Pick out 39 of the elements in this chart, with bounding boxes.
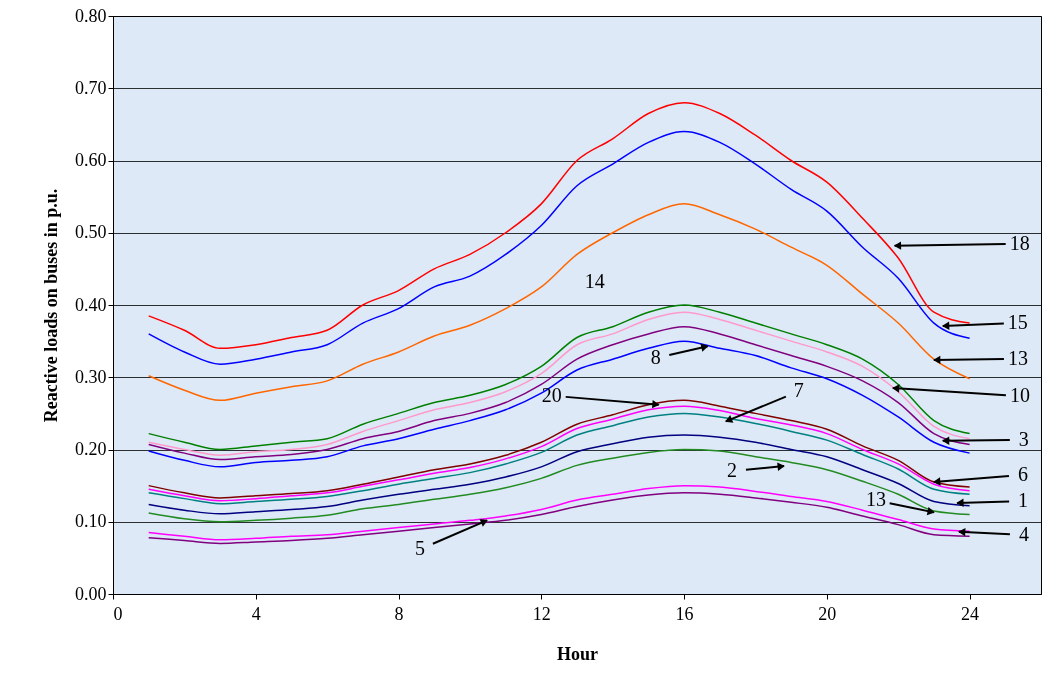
annotation: 13 (1007, 346, 1028, 369)
y-tick-label: 0.10 (75, 511, 107, 532)
line-series (147, 101, 971, 350)
annotation: 13 (865, 488, 886, 511)
y-tick-label: 0.70 (75, 77, 107, 98)
y-tick-label: 0.20 (75, 439, 107, 459)
x-tick-label: 16 (675, 603, 694, 624)
x-tick-label: 20 (818, 603, 837, 624)
line-series (147, 484, 971, 541)
line-series (147, 434, 971, 515)
annotation: 18 (1009, 231, 1030, 254)
line-series (147, 130, 971, 365)
line-series (147, 448, 971, 523)
x-tick-label: 4 (251, 603, 261, 624)
line-series (147, 203, 971, 402)
annotation: 8 (650, 346, 661, 369)
annotation: 14 (584, 269, 605, 292)
annotation: 5 (415, 537, 426, 560)
x-tick-label: 8 (394, 603, 404, 624)
y-tick-label: 0.50 (75, 222, 107, 243)
x-axis-title: Hour (556, 643, 599, 664)
annotation: 7 (793, 379, 804, 402)
annotation: 20 (541, 383, 562, 406)
x-tick-label: 0 (113, 603, 123, 624)
annotation: 4 (1018, 522, 1029, 545)
y-tick-label: 0.80 (75, 5, 107, 26)
y-tick-label: 0.30 (75, 366, 107, 387)
annotation: 10 (1009, 384, 1030, 407)
annotation: 6 (1017, 463, 1028, 486)
annotation: 1 (1018, 488, 1029, 511)
x-tick-label: 24 (961, 603, 980, 624)
y-tick-label: 0.60 (75, 150, 107, 170)
y-axis-title: Reactive loads on buses in p.u. (41, 188, 61, 423)
y-tick-label: 0.40 (75, 294, 107, 315)
annotation: 2 (727, 459, 738, 482)
annotation: 15 (1007, 310, 1028, 333)
y-tick-label: 0.00 (75, 583, 107, 604)
x-tick-label: 12 (532, 603, 551, 624)
annotation: 3 (1018, 427, 1029, 450)
